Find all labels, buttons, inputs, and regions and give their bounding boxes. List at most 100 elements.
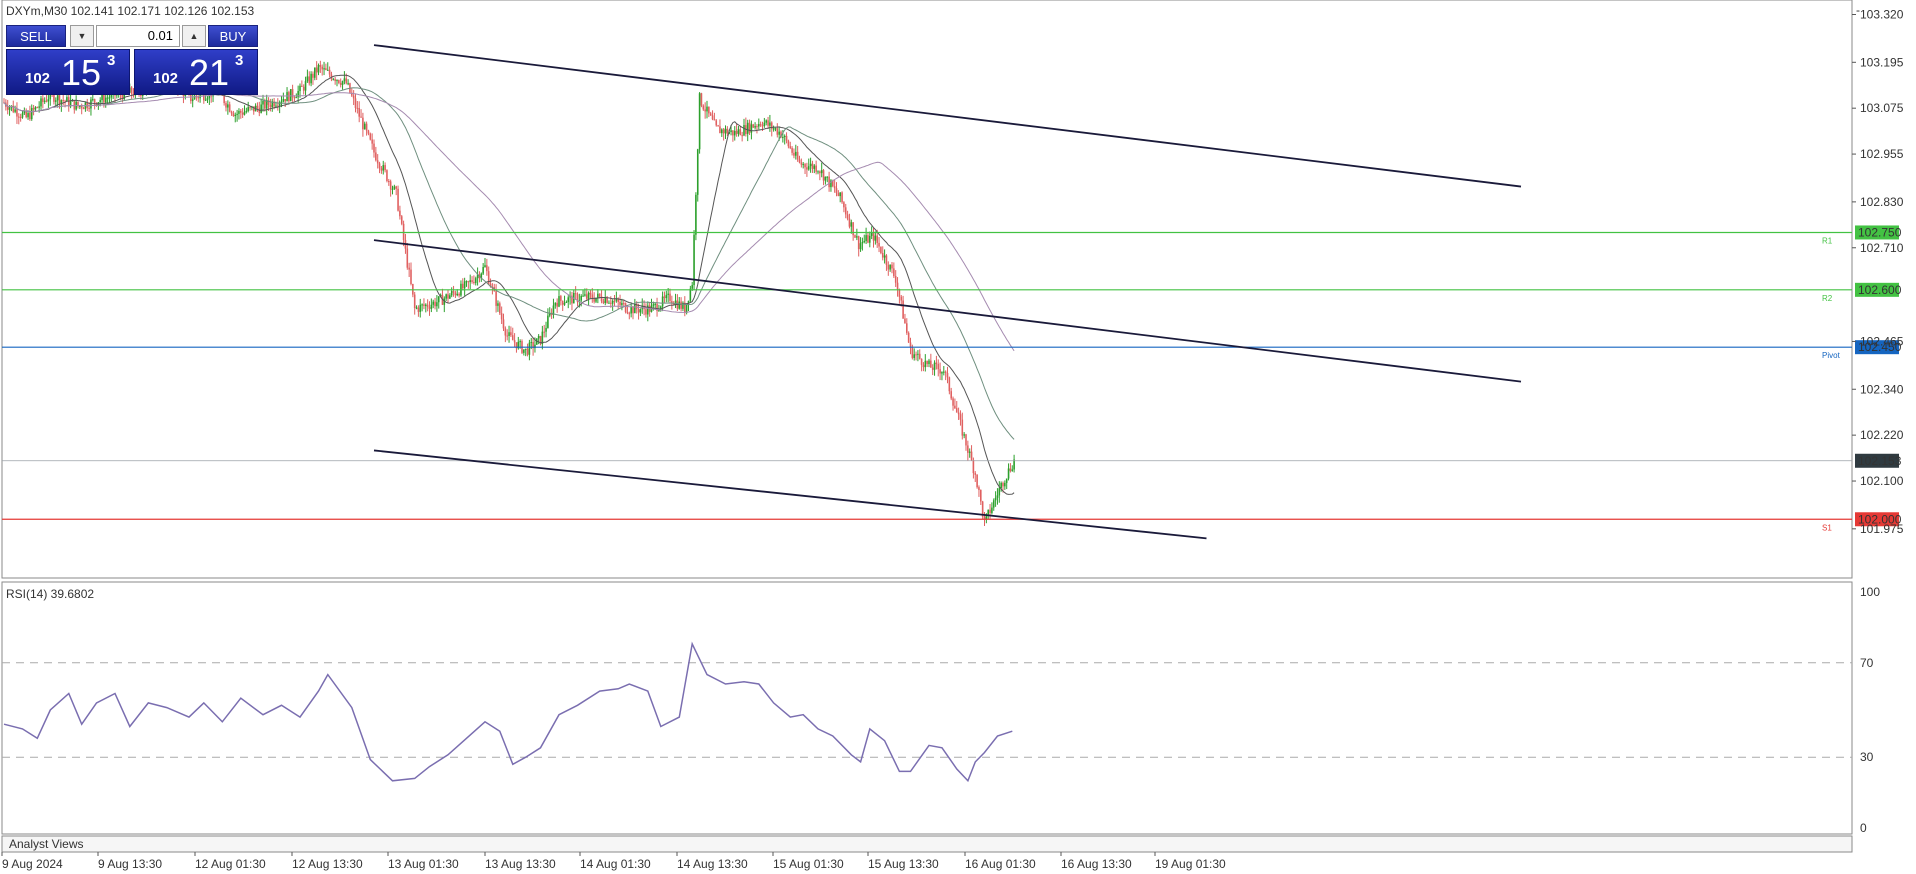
lot-increase-button[interactable]: ▲ bbox=[182, 25, 206, 47]
candle-body bbox=[946, 373, 949, 378]
lot-size-input[interactable]: 0.01 bbox=[96, 25, 180, 47]
candle-body bbox=[698, 93, 701, 150]
candle-body bbox=[902, 300, 904, 319]
candle-body bbox=[347, 83, 349, 85]
candle-body bbox=[197, 97, 200, 99]
candle-body bbox=[907, 332, 910, 343]
rsi-tick-label: 70 bbox=[1860, 656, 1874, 670]
candle-body bbox=[301, 85, 303, 87]
time-tick-label: 9 Aug 13:30 bbox=[98, 857, 162, 871]
candle-body bbox=[269, 104, 272, 108]
candle-body bbox=[256, 105, 259, 108]
buy-button[interactable]: BUY bbox=[208, 25, 258, 47]
candle-body bbox=[443, 298, 446, 305]
ask-superscript: 3 bbox=[235, 52, 244, 69]
one-click-trading-panel: SELL ▼ 0.01 ▲ BUY 102 15 3 102 21 3 bbox=[6, 25, 258, 97]
candle-body bbox=[386, 170, 388, 182]
candle-body bbox=[565, 302, 568, 304]
candle-body bbox=[619, 301, 621, 305]
candle-body bbox=[610, 302, 612, 304]
ask-quote[interactable]: 102 21 3 bbox=[134, 49, 258, 95]
candle-body bbox=[60, 100, 63, 105]
candle-body bbox=[669, 293, 671, 302]
candle-body bbox=[6, 106, 9, 110]
caret-down-icon: ▼ bbox=[77, 31, 87, 41]
candle-body bbox=[815, 165, 817, 172]
sell-button[interactable]: SELL bbox=[6, 25, 66, 47]
candle-body bbox=[989, 509, 991, 513]
candle-body bbox=[62, 100, 64, 102]
caret-up-icon: ▲ bbox=[189, 31, 199, 41]
candle-body bbox=[835, 188, 838, 194]
time-tick-label: 19 Aug 01:30 bbox=[1155, 857, 1226, 871]
candle-body bbox=[267, 100, 270, 105]
candle-body bbox=[29, 112, 31, 120]
candle-body bbox=[21, 113, 24, 118]
lot-decrease-button[interactable]: ▼ bbox=[70, 25, 94, 47]
candle-body bbox=[600, 296, 603, 302]
candle-body bbox=[924, 360, 927, 368]
candle-body bbox=[397, 188, 399, 211]
candle-body bbox=[593, 299, 595, 302]
candle-body bbox=[678, 301, 681, 309]
candle-body bbox=[991, 507, 993, 513]
level-tag: S1 bbox=[1822, 523, 1832, 532]
candle-body bbox=[976, 474, 978, 488]
candle-body bbox=[894, 276, 897, 283]
candle-body bbox=[388, 181, 390, 183]
candle-body bbox=[709, 113, 712, 116]
candle-body bbox=[558, 296, 560, 307]
candle-body bbox=[795, 151, 797, 156]
candle-body bbox=[367, 130, 370, 134]
candle-body bbox=[230, 111, 233, 114]
candle-body bbox=[454, 292, 457, 296]
candle-body bbox=[534, 344, 536, 349]
candle-body bbox=[304, 81, 307, 91]
level-tag: Pivot bbox=[1822, 351, 1841, 360]
candle-body bbox=[339, 82, 342, 85]
candle-body bbox=[611, 300, 614, 304]
candle-body bbox=[659, 306, 662, 310]
candle-body bbox=[896, 282, 899, 290]
candle-body bbox=[802, 164, 804, 166]
candle-body bbox=[515, 342, 518, 349]
candle-body bbox=[617, 298, 619, 302]
candle-body bbox=[426, 304, 429, 308]
candle-body bbox=[273, 101, 275, 107]
candle-body bbox=[732, 130, 734, 136]
candle-body bbox=[582, 295, 584, 297]
level-price-label: 102.450 bbox=[1858, 340, 1902, 354]
candle-body bbox=[1005, 478, 1008, 483]
candle-body bbox=[994, 497, 997, 501]
candle-body bbox=[606, 297, 608, 303]
candle-body bbox=[782, 137, 784, 139]
candle-body bbox=[761, 125, 764, 127]
candle-body bbox=[824, 176, 827, 181]
channel-lines-group bbox=[373, 44, 1522, 540]
candle-body bbox=[954, 405, 956, 409]
price-tick-label: 102.340 bbox=[1860, 382, 1904, 396]
candle-body bbox=[952, 398, 954, 406]
candle-body bbox=[434, 301, 436, 307]
candle-body bbox=[980, 490, 982, 502]
candle-body bbox=[82, 108, 85, 110]
candle-body bbox=[482, 267, 484, 274]
candle-body bbox=[467, 281, 470, 283]
candle-body bbox=[909, 342, 912, 348]
candle-body bbox=[783, 135, 786, 138]
candle-body bbox=[458, 293, 460, 296]
candle-body bbox=[682, 302, 684, 309]
candle-body bbox=[271, 101, 274, 108]
candle-body bbox=[53, 92, 55, 102]
bid-quote[interactable]: 102 15 3 bbox=[6, 49, 130, 95]
candle-body bbox=[970, 451, 973, 460]
candle-body bbox=[204, 99, 207, 101]
candle-body bbox=[765, 120, 767, 123]
candle-body bbox=[906, 323, 908, 333]
candle-body bbox=[67, 97, 70, 107]
candle-body bbox=[595, 297, 597, 302]
price-tick-label: 102.100 bbox=[1860, 474, 1904, 488]
candle-body bbox=[245, 110, 248, 112]
candle-body bbox=[933, 362, 936, 370]
